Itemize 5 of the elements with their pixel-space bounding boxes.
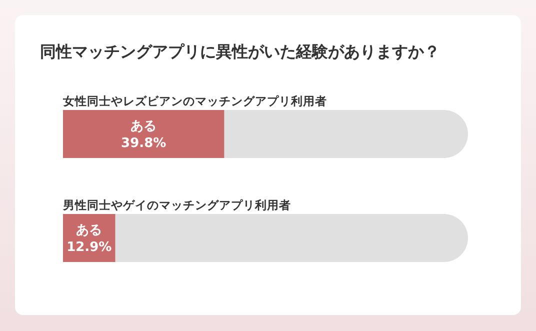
y-tick-label: 男性同士やゲイのマッチングアプリ利用者 bbox=[62, 198, 291, 212]
data-label: ある 39.8% bbox=[121, 119, 166, 151]
data-label: ある 12.9% bbox=[66, 223, 112, 255]
chart-title: 同性マッチングアプリに異性がいた経験がありますか？ bbox=[40, 42, 440, 61]
y-tick-label: 女性同士やレズビアンのマッチングアプリ利用者 bbox=[62, 94, 327, 108]
